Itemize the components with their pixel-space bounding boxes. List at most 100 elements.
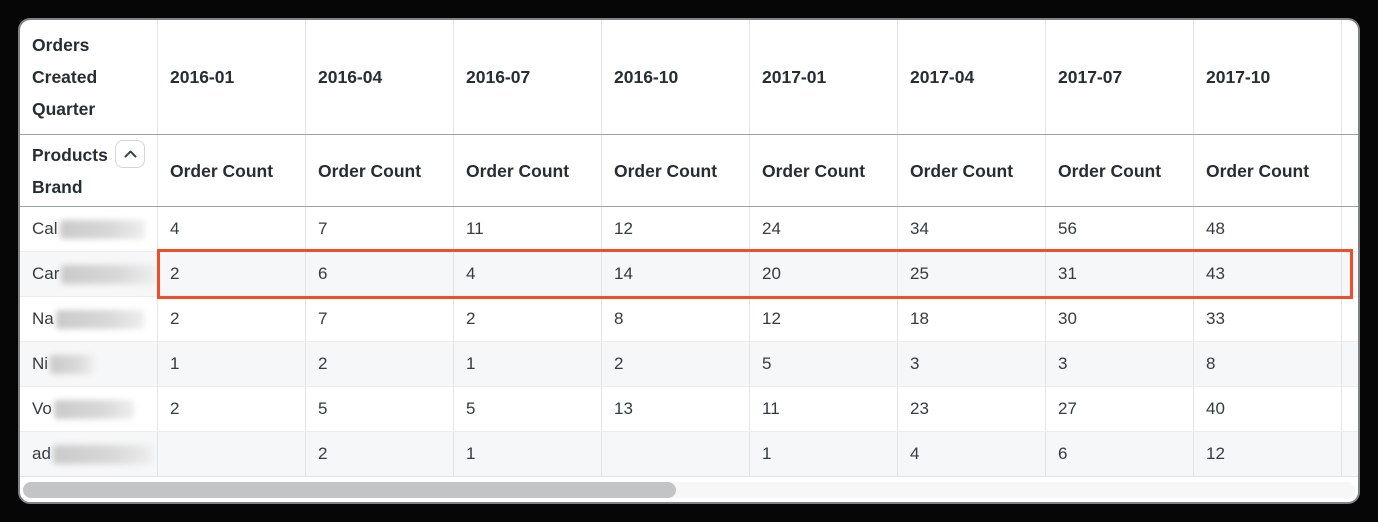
measure-header-2016-04[interactable]: Order Count (306, 135, 454, 206)
measure-header-2016-04-label: Order Count (318, 160, 422, 181)
order-count-cell[interactable]: 2 (602, 342, 750, 386)
order-count-cell[interactable]: 2 (158, 387, 306, 431)
order-count-cell[interactable]: 2 (306, 342, 454, 386)
order-count-cell-label: 8 (614, 309, 624, 328)
column-header-2016-01[interactable]: 2016-01 (158, 20, 306, 134)
order-count-cell[interactable]: 1 (454, 342, 602, 386)
scrollbar-thumb[interactable] (23, 482, 676, 498)
order-count-cell-label: 2 (318, 354, 328, 373)
order-count-cell[interactable]: 40 (1194, 387, 1342, 431)
brand-cell[interactable]: Cal (20, 207, 158, 251)
order-count-cell[interactable]: 3 (1046, 342, 1194, 386)
order-count-cell[interactable]: 31 (1046, 252, 1194, 296)
order-count-cell-label: 3 (910, 354, 920, 373)
order-count-cell[interactable]: 3 (898, 342, 1046, 386)
order-count-cell[interactable]: 25 (898, 252, 1046, 296)
sort-button[interactable] (115, 140, 145, 168)
column-header-2017-07[interactable]: 2017-07 (1046, 20, 1194, 134)
order-count-cell-label: 20 (762, 264, 781, 283)
order-count-cell[interactable]: 12 (750, 297, 898, 341)
column-header-2017-04-label: 2017-04 (910, 67, 975, 87)
order-count-cell[interactable] (602, 432, 750, 476)
redacted-brand-blur (50, 354, 95, 374)
order-count-cell[interactable]: 1 (158, 342, 306, 386)
order-count-cell[interactable]: 7 (306, 297, 454, 341)
order-count-cell[interactable]: 6 (306, 252, 454, 296)
order-count-cell[interactable]: 5 (750, 342, 898, 386)
order-count-cell[interactable]: 48 (1194, 207, 1342, 251)
order-count-cell[interactable]: 18 (898, 297, 1046, 341)
order-count-cell[interactable]: 20 (750, 252, 898, 296)
row-sliver-cell (1342, 432, 1358, 476)
order-count-cell-label: 18 (910, 309, 929, 328)
column-header-2016-07[interactable]: 2016-07 (454, 20, 602, 134)
order-count-cell[interactable]: 1 (750, 432, 898, 476)
order-count-cell[interactable]: 5 (306, 387, 454, 431)
corner-header-cell[interactable]: Orders Created Quarter (20, 20, 158, 134)
measure-header-2017-07[interactable]: Order Count (1046, 135, 1194, 206)
column-header-2017-07-label: 2017-07 (1058, 67, 1123, 87)
order-count-cell[interactable]: 34 (898, 207, 1046, 251)
order-count-cell[interactable]: 2 (158, 252, 306, 296)
brand-cell[interactable]: Vo (20, 387, 158, 431)
order-count-cell-label: 12 (762, 309, 781, 328)
row-sliver-cell (1342, 252, 1358, 296)
horizontal-scrollbar[interactable] (23, 482, 1355, 498)
order-count-cell[interactable]: 14 (602, 252, 750, 296)
brand-cell[interactable]: Ni (20, 342, 158, 386)
order-count-cell[interactable]: 56 (1046, 207, 1194, 251)
row-dimension-header-cell[interactable]: Products Brand (20, 135, 158, 206)
order-count-cell[interactable]: 24 (750, 207, 898, 251)
order-count-cell[interactable]: 4 (898, 432, 1046, 476)
brand-cell[interactable]: Car (20, 252, 158, 296)
column-header-2016-04[interactable]: 2016-04 (306, 20, 454, 134)
order-count-cell-label: 13 (614, 399, 633, 418)
measure-header-2016-01[interactable]: Order Count (158, 135, 306, 206)
order-count-cell[interactable]: 4 (158, 207, 306, 251)
order-count-cell-label: 5 (318, 399, 328, 418)
brand-cell[interactable]: Na (20, 297, 158, 341)
data-table-panel: Orders Created Quarter 2016-01 2016-04 201… (20, 20, 1358, 502)
order-count-cell-label: 25 (910, 264, 929, 283)
order-count-cell[interactable]: 2 (454, 297, 602, 341)
measure-header-2017-01[interactable]: Order Count (750, 135, 898, 206)
order-count-cell[interactable]: 12 (1194, 432, 1342, 476)
order-count-cell-label: 31 (1058, 264, 1077, 283)
order-count-cell[interactable]: 4 (454, 252, 602, 296)
order-count-cell[interactable]: 5 (454, 387, 602, 431)
order-count-cell[interactable]: 2 (158, 297, 306, 341)
brand-cell[interactable]: ad (20, 432, 158, 476)
order-count-cell-label: 6 (318, 264, 328, 283)
order-count-cell-label: 56 (1058, 219, 1077, 238)
measure-header-2016-10[interactable]: Order Count (602, 135, 750, 206)
measure-header-2017-10-label: Order Count (1206, 160, 1310, 181)
order-count-cell-label: 43 (1206, 264, 1225, 283)
order-count-cell[interactable]: 43 (1194, 252, 1342, 296)
order-count-cell[interactable]: 8 (602, 297, 750, 341)
column-header-2016-10[interactable]: 2016-10 (602, 20, 750, 134)
order-count-cell[interactable]: 2 (306, 432, 454, 476)
order-count-cell[interactable]: 33 (1194, 297, 1342, 341)
order-count-cell[interactable]: 7 (306, 207, 454, 251)
column-header-2017-10[interactable]: 2017-10 (1194, 20, 1342, 134)
order-count-cell[interactable] (158, 432, 306, 476)
order-count-cell-label: 2 (170, 264, 180, 283)
column-header-2017-01[interactable]: 2017-01 (750, 20, 898, 134)
order-count-cell[interactable]: 6 (1046, 432, 1194, 476)
order-count-cell[interactable]: 30 (1046, 297, 1194, 341)
order-count-cell[interactable]: 13 (602, 387, 750, 431)
order-count-cell[interactable]: 27 (1046, 387, 1194, 431)
order-count-cell[interactable]: 1 (454, 432, 602, 476)
row-sliver-cell (1342, 297, 1358, 341)
measure-header-2016-07[interactable]: Order Count (454, 135, 602, 206)
order-count-cell[interactable]: 12 (602, 207, 750, 251)
measure-header-2017-10[interactable]: Order Count (1194, 135, 1342, 206)
row-dimension-label: Products Brand (32, 144, 108, 197)
order-count-cell-label: 1 (466, 444, 476, 463)
order-count-cell[interactable]: 11 (454, 207, 602, 251)
order-count-cell[interactable]: 11 (750, 387, 898, 431)
column-header-2017-04[interactable]: 2017-04 (898, 20, 1046, 134)
order-count-cell[interactable]: 8 (1194, 342, 1342, 386)
order-count-cell[interactable]: 23 (898, 387, 1046, 431)
measure-header-2017-04[interactable]: Order Count (898, 135, 1046, 206)
